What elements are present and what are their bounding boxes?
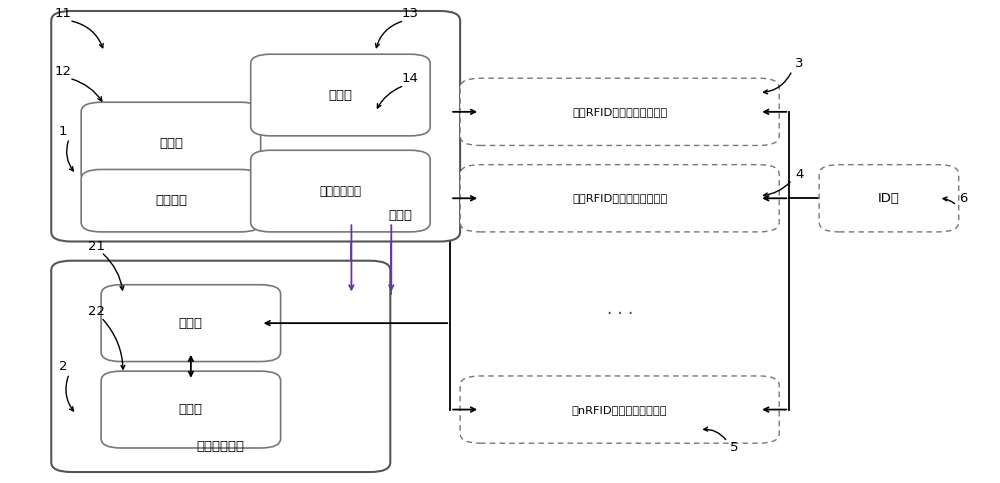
Text: 6: 6 [960,192,968,205]
Text: 指纹录入模块: 指纹录入模块 [319,185,361,198]
FancyBboxPatch shape [460,376,779,443]
Text: 11: 11 [55,7,72,20]
FancyBboxPatch shape [251,54,430,136]
FancyBboxPatch shape [460,165,779,232]
Text: 考勤机: 考勤机 [388,209,412,222]
Text: 13: 13 [402,7,419,20]
FancyBboxPatch shape [51,11,460,242]
FancyBboxPatch shape [251,150,430,232]
Text: 5: 5 [730,441,739,455]
Text: 2: 2 [59,360,67,373]
FancyBboxPatch shape [51,261,390,472]
FancyBboxPatch shape [819,165,959,232]
Text: 云平台服务器: 云平台服务器 [197,440,245,453]
FancyBboxPatch shape [81,170,261,232]
FancyBboxPatch shape [101,371,281,448]
Text: 处理器: 处理器 [179,317,203,329]
Text: 22: 22 [88,305,105,318]
Text: 第二RFID无源中距离读写器: 第二RFID无源中距离读写器 [572,193,667,203]
Text: 14: 14 [402,71,419,85]
Text: 显示屏: 显示屏 [159,137,183,150]
Text: 摄像头: 摄像头 [328,88,352,101]
Text: 21: 21 [88,240,105,253]
FancyBboxPatch shape [81,102,261,184]
FancyBboxPatch shape [101,284,281,362]
Text: ID卡: ID卡 [878,192,900,205]
Text: 3: 3 [795,57,803,71]
Text: 第一RFID无源中距离读写器: 第一RFID无源中距离读写器 [572,107,667,117]
Text: 输入键盘: 输入键盘 [155,194,187,207]
Text: 第nRFID无源中距离读写器: 第nRFID无源中距离读写器 [572,405,667,414]
FancyBboxPatch shape [460,78,779,145]
Text: . . .: . . . [607,300,633,318]
Text: 4: 4 [795,168,803,181]
Text: 1: 1 [59,125,67,138]
Text: 12: 12 [55,65,72,77]
Text: 存储器: 存储器 [179,403,203,416]
